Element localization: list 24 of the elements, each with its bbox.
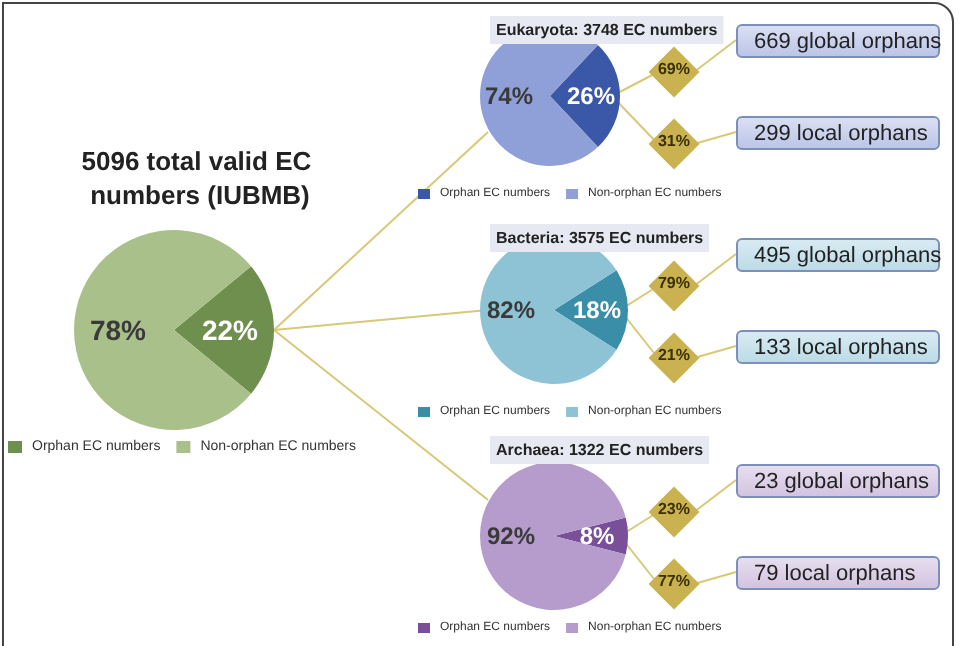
data-label: 26% <box>566 82 616 110</box>
data-label: 82% <box>486 296 536 324</box>
text: 495 global orphans <box>736 238 942 272</box>
data-label: 92% <box>486 522 536 550</box>
chart-title: Archaea: 1322 EC numbers <box>496 441 705 459</box>
text: 79 local orphans <box>736 556 940 590</box>
data-label: 78% <box>89 314 148 346</box>
text: 69% <box>655 60 692 78</box>
text: 133 local orphans <box>736 330 940 364</box>
chart-title: Bacteria: 3575 EC numbers <box>496 229 705 247</box>
data-label: 8% <box>579 522 615 550</box>
chart-title: Eukaryota: 3748 EC numbers <box>496 21 719 39</box>
data-label: 18% <box>572 296 622 324</box>
data-label: 74% <box>484 82 534 110</box>
text: 77% <box>655 572 692 590</box>
chart-title: 5096 total valid EC numbers (IUBMB) <box>81 146 319 210</box>
text: 79% <box>655 274 692 292</box>
text: 23 global orphans <box>736 464 940 498</box>
data-label: 22% <box>201 314 260 346</box>
text: 21% <box>655 346 692 364</box>
text: 23% <box>655 500 692 518</box>
text: 669 global orphans <box>736 24 942 58</box>
text: 31% <box>655 132 692 150</box>
text: 299 local orphans <box>736 116 940 150</box>
